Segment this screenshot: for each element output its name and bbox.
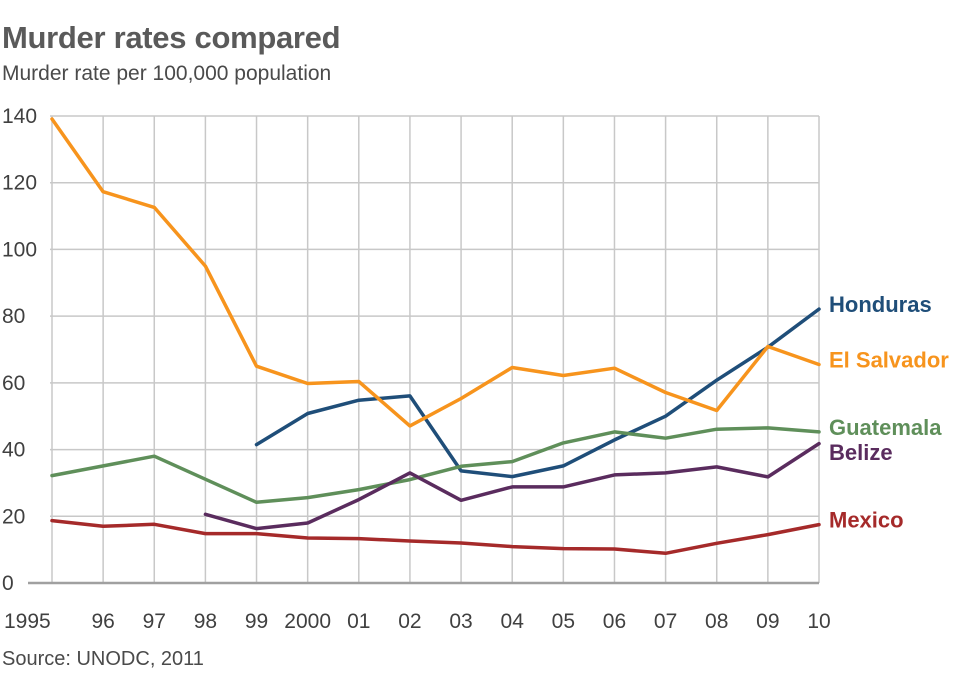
chart-title: Murder rates compared <box>2 20 341 55</box>
series-line-belize <box>203 441 821 531</box>
x-tick-label: 10 <box>807 610 830 633</box>
y-tick-label: 40 <box>2 439 25 462</box>
x-tick-label: 1995 <box>4 610 51 633</box>
x-tick-label: 02 <box>398 610 421 633</box>
series-label-belize: Belize <box>829 440 893 465</box>
x-axis-ticks: 1995 96 97 98 99 2000 01 02 03 04 05 06 07 08 09 10 <box>4 610 831 633</box>
x-tick-label: 03 <box>449 610 472 633</box>
y-tick-label: 80 <box>2 305 25 328</box>
y-tick-label: 100 <box>2 238 37 261</box>
y-tick-label: 20 <box>2 505 25 528</box>
series-lines <box>50 117 821 556</box>
source-note: Source: UNODC, 2011 <box>2 648 204 670</box>
x-tick-label: 96 <box>91 610 114 633</box>
x-tick-label: 98 <box>194 610 217 633</box>
x-tick-label: 04 <box>501 610 525 633</box>
series-label-el-salvador: El Salvador <box>829 348 949 373</box>
series-line-guatemala <box>50 426 821 505</box>
y-tick-label: 60 <box>2 372 25 395</box>
series-label-honduras: Honduras <box>829 292 932 317</box>
y-tick-label: 140 <box>2 105 37 128</box>
x-tick-label: 09 <box>756 610 779 633</box>
x-tick-label: 08 <box>705 610 728 633</box>
x-tick-label: 07 <box>654 610 677 633</box>
y-tick-label: 120 <box>2 172 37 195</box>
x-tick-label: 99 <box>245 610 268 633</box>
series-label-mexico: Mexico <box>829 508 904 533</box>
x-tick-label: 01 <box>347 610 370 633</box>
x-tick-label: 05 <box>552 610 575 633</box>
y-axis-ticks: 0 20 40 60 80 100 120 140 <box>2 105 37 595</box>
series-line-mexico <box>50 518 821 556</box>
series-line-el-salvador <box>50 117 821 428</box>
x-tick-label: 06 <box>603 610 626 633</box>
chart-subtitle: Murder rate per 100,000 population <box>2 62 332 85</box>
x-tick-label: 2000 <box>284 610 331 633</box>
series-label-guatemala: Guatemala <box>829 415 942 440</box>
gridlines <box>28 115 820 585</box>
y-tick-label: 0 <box>2 572 14 595</box>
series-line-honduras <box>254 307 821 479</box>
x-tick-label: 97 <box>143 610 166 633</box>
